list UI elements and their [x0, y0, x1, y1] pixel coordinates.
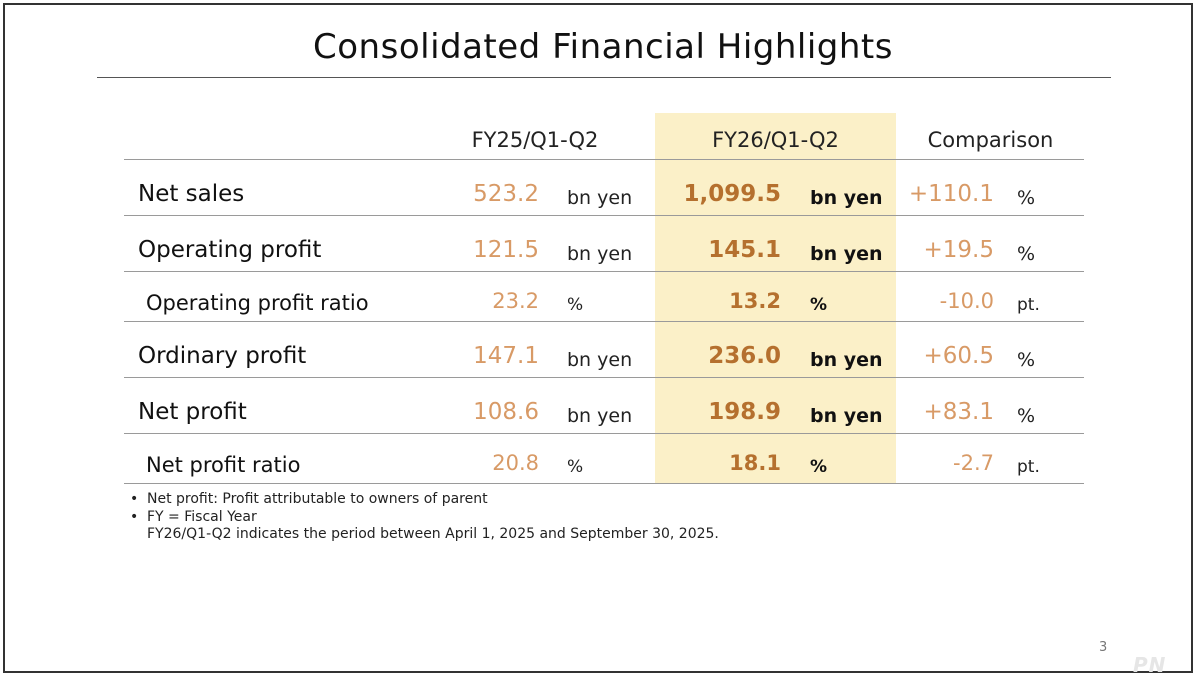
prev-unit: bn yen — [567, 405, 633, 427]
cur-unit: bn yen — [810, 187, 883, 209]
comparison-value: +83.1 — [923, 399, 994, 425]
comparison-unit: % — [1017, 187, 1036, 209]
comparison-value: +110.1 — [908, 181, 994, 207]
slide: Consolidated Financial Highlights FY25/Q… — [3, 3, 1193, 677]
prev-value: 121.5 — [473, 237, 539, 263]
row-divider — [124, 377, 1084, 378]
row-divider — [124, 433, 1084, 434]
comparison-unit: % — [1017, 349, 1036, 371]
row-divider — [124, 271, 1084, 272]
column-header-prev: FY25/Q1-Q2 — [471, 128, 599, 152]
prev-value: 523.2 — [473, 181, 539, 207]
footnote: • FY = Fiscal Year — [130, 509, 719, 527]
prev-value: 23.2 — [492, 289, 539, 313]
slide-title: Consolidated Financial Highlights — [313, 27, 893, 67]
prev-unit: % — [567, 457, 584, 477]
cur-value: 145.1 — [708, 237, 781, 263]
row-label: Net sales — [138, 181, 245, 207]
prev-value: 20.8 — [492, 451, 539, 475]
prev-unit: % — [567, 295, 584, 315]
page-number: 3 — [1099, 640, 1108, 655]
header-divider — [124, 159, 1084, 160]
row-label: Net profit — [138, 399, 247, 425]
comparison-unit: pt. — [1017, 457, 1040, 477]
current-period-highlight — [655, 113, 896, 483]
cur-unit: bn yen — [810, 349, 883, 371]
cur-value: 236.0 — [708, 343, 781, 369]
cur-value: 1,099.5 — [683, 181, 782, 207]
cur-value: 13.2 — [729, 289, 781, 313]
comparison-value: +60.5 — [923, 343, 994, 369]
footnote: • Net profit: Profit attributable to owne… — [130, 491, 719, 509]
comparison-unit: % — [1017, 243, 1036, 265]
column-header-cur: FY26/Q1-Q2 — [712, 128, 839, 152]
watermark-logo: PN — [1133, 653, 1167, 677]
row-label: Operating profit ratio — [146, 291, 369, 315]
cur-value: 198.9 — [708, 399, 781, 425]
title-divider — [97, 77, 1111, 78]
cur-unit: % — [810, 295, 828, 315]
comparison-value: +19.5 — [923, 237, 994, 263]
footnotes: • Net profit: Profit attributable to owne… — [130, 491, 719, 544]
cur-unit: bn yen — [810, 405, 883, 427]
cur-unit: % — [810, 457, 828, 477]
row-label: Net profit ratio — [146, 453, 301, 477]
footnote-text: FY26/Q1-Q2 indicates the period between … — [147, 526, 719, 542]
comparison-value: -2.7 — [953, 451, 994, 475]
comparison-unit: % — [1017, 405, 1036, 427]
bullet-icon: • — [130, 491, 139, 507]
row-label: Operating profit — [138, 237, 322, 263]
footnote-text: FY = Fiscal Year — [147, 508, 257, 525]
footnote: FY26/Q1-Q2 indicates the period between … — [130, 526, 719, 544]
footnote-text: Net profit: Profit attributable to owner… — [147, 491, 488, 507]
column-header-comparison: Comparison — [927, 128, 1054, 152]
comparison-value: -10.0 — [939, 289, 994, 313]
prev-unit: bn yen — [567, 243, 633, 265]
row-divider — [124, 483, 1084, 484]
row-label: Ordinary profit — [138, 343, 307, 369]
prev-value: 147.1 — [473, 343, 539, 369]
cur-value: 18.1 — [729, 451, 781, 475]
row-divider — [124, 321, 1084, 322]
prev-unit: bn yen — [567, 349, 633, 371]
bullet-icon: • — [130, 508, 139, 525]
comparison-unit: pt. — [1017, 295, 1040, 315]
prev-value: 108.6 — [473, 399, 539, 425]
row-divider — [124, 215, 1084, 216]
prev-unit: bn yen — [567, 187, 633, 209]
cur-unit: bn yen — [810, 243, 883, 265]
